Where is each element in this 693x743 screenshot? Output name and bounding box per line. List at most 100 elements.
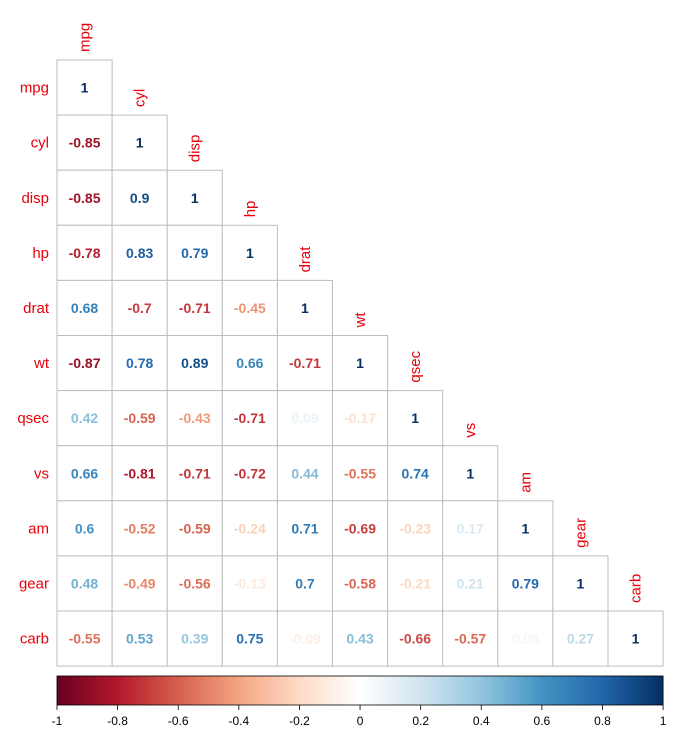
value-label-gear-cyl: -0.49 [124,575,156,591]
cell-hp-cyl [111,224,168,281]
cell-am-disp [166,500,223,557]
value-label-carb-carb: 1 [632,631,640,647]
value-label-gear-qsec: -0.21 [399,575,431,591]
legend-tick-label: 0.4 [473,714,490,728]
legend-tick-label: 1 [660,714,667,728]
value-label-qsec-wt: -0.17 [344,410,376,426]
value-label-gear-gear: 1 [577,575,585,591]
column-label-gear: gear [572,518,589,548]
value-label-vs-drat: 0.44 [291,465,318,481]
value-label-wt-cyl: 0.78 [126,355,153,371]
cell-wt-disp [166,335,223,392]
row-label-drat: drat [23,300,50,317]
legend-tick-label: 0.6 [534,714,551,728]
legend-tick-label: 0.2 [412,714,429,728]
cell-gear-am [497,555,554,612]
cell-am-mpg [56,500,113,557]
row-label-carb: carb [20,631,49,648]
cell-cyl-mpg [56,114,113,171]
cell-gear-wt [332,555,389,612]
cell-drat-cyl [111,279,168,336]
cell-wt-hp [221,335,278,392]
cell-carb-cyl [111,610,168,667]
value-label-vs-wt: -0.55 [344,465,376,481]
cell-gear-disp [166,555,223,612]
value-label-am-qsec: -0.23 [399,520,431,536]
column-labels: mpg cyl disp hp drat wt qsec vs am gear carb [77,23,645,603]
value-label-qsec-disp: -0.43 [179,410,211,426]
cell-am-wt [332,500,389,557]
cell-am-qsec [387,500,444,557]
value-label-drat-mpg: 0.68 [71,300,98,316]
value-label-wt-wt: 1 [356,355,364,371]
value-label-am-drat: 0.71 [291,520,318,536]
value-label-vs-hp: -0.72 [234,465,266,481]
value-label-qsec-hp: -0.71 [234,410,266,426]
cell-carb-hp [221,610,278,667]
column-label-cyl: cyl [132,89,149,107]
cell-gear-vs [442,555,499,612]
value-label-carb-hp: 0.75 [236,631,263,647]
value-label-vs-mpg: 0.66 [71,465,98,481]
legend-tick-label: -1 [52,714,63,728]
value-label-carb-am: 0.06 [512,631,539,647]
matrix-cells: 1 -0.85 1 -0.85 0.9 1 -0.78 0.83 0.79 1 0.68 -0.7 -0… [56,59,664,667]
value-label-am-disp: -0.59 [179,520,211,536]
column-label-vs: vs [462,423,479,438]
row-label-am: am [28,520,49,537]
value-label-gear-disp: -0.56 [179,575,211,591]
cell-vs-disp [166,445,223,502]
row-label-wt: wt [33,355,50,372]
value-label-vs-cyl: -0.81 [124,465,156,481]
value-label-hp-cyl: 0.83 [126,245,153,261]
value-label-carb-drat: -0.09 [289,631,321,647]
cell-wt-mpg [56,335,113,392]
value-label-gear-vs: 0.21 [457,575,484,591]
value-label-carb-mpg: -0.55 [69,631,101,647]
color-legend-bar [56,675,664,706]
value-label-qsec-qsec: 1 [411,410,419,426]
value-label-am-cyl: -0.52 [124,520,156,536]
column-label-wt: wt [352,312,369,329]
column-label-hp: hp [242,201,259,218]
legend-tick-label: -0.2 [289,714,310,728]
column-label-disp: disp [187,135,204,163]
cell-wt-drat [276,335,333,392]
cell-cyl-cyl [111,114,168,171]
cell-vs-vs [442,445,499,502]
column-label-am: am [517,472,534,493]
value-label-carb-disp: 0.39 [181,631,208,647]
cell-mpg-mpg [56,59,113,116]
cell-qsec-mpg [56,390,113,447]
legend-tick-label: -0.8 [107,714,128,728]
value-label-carb-wt: 0.43 [346,631,373,647]
cell-qsec-hp [221,390,278,447]
value-label-vs-disp: -0.71 [179,465,211,481]
cell-carb-mpg [56,610,113,667]
value-label-vs-vs: 1 [466,465,474,481]
value-label-hp-mpg: -0.78 [69,245,101,261]
cell-am-hp [221,500,278,557]
value-label-drat-cyl: -0.7 [128,300,152,316]
value-label-am-mpg: 0.6 [75,520,95,536]
row-label-mpg: mpg [20,80,49,97]
value-label-wt-hp: 0.66 [236,355,263,371]
value-label-qsec-drat: 0.09 [291,410,318,426]
cell-wt-wt [332,335,389,392]
value-label-disp-cyl: 0.9 [130,190,150,206]
legend-tick-label: 0.8 [594,714,611,728]
value-label-cyl-mpg: -0.85 [69,135,101,151]
cell-vs-mpg [56,445,113,502]
value-label-wt-drat: -0.71 [289,355,321,371]
value-label-wt-disp: 0.89 [181,355,208,371]
value-label-mpg-mpg: 1 [81,80,89,96]
value-label-qsec-mpg: 0.42 [71,410,98,426]
row-label-qsec: qsec [17,410,49,427]
color-legend-ticks: -1 -0.8 -0.6 -0.4 -0.2 0 0.2 0.4 0.6 0.8 1 [52,705,667,728]
cell-wt-cyl [111,335,168,392]
cell-carb-am [497,610,554,667]
value-label-gear-drat: 0.7 [295,575,315,591]
value-label-hp-disp: 0.79 [181,245,208,261]
column-label-qsec: qsec [407,350,424,382]
